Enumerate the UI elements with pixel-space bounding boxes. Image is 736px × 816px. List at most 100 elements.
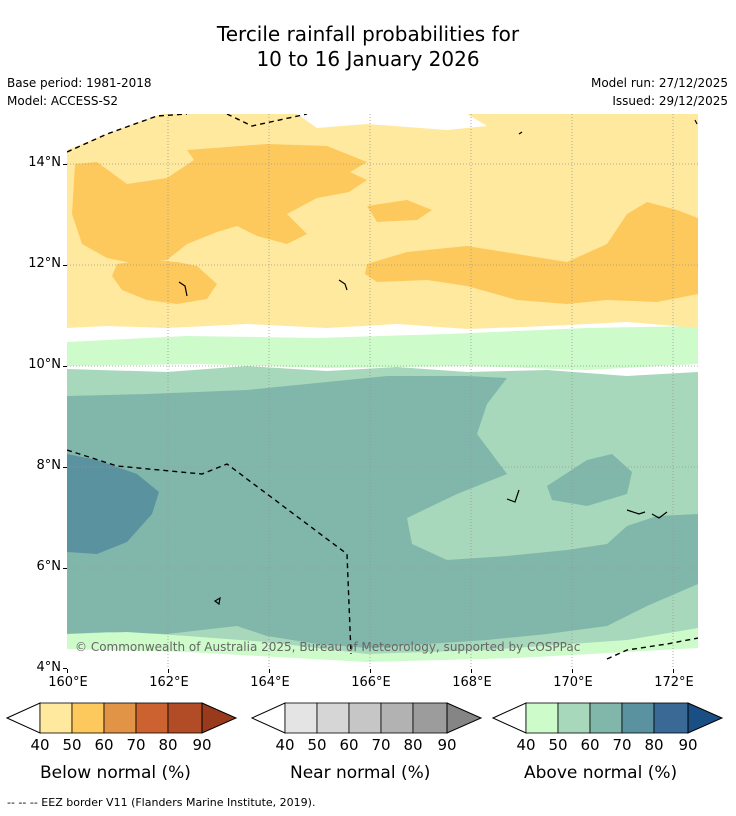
copyright-notice: © Commonwealth of Australia 2025, Bureau… [75, 640, 581, 654]
lon-label-170: 170°E [553, 675, 593, 690]
top-white [297, 114, 487, 130]
tick-label: 50 [62, 736, 82, 754]
tick-label: 60 [339, 736, 359, 754]
tick-label: 80 [403, 736, 423, 754]
tick-label: 90 [437, 736, 457, 754]
lat-label-12: 12°N [28, 256, 61, 271]
colorbar-above-high-arrow [687, 702, 724, 734]
above-normal-light-band [67, 326, 698, 370]
lon-label-166: 166°E [351, 675, 391, 690]
colorbar-above-swatch [557, 702, 591, 734]
colorbar-below [5, 702, 238, 734]
lat-tick [63, 467, 67, 468]
lat-tick [63, 668, 67, 669]
model-run: Model run: 27/12/2025 [590, 76, 728, 90]
below-normal-50-mid [112, 260, 217, 304]
island-6 [338, 279, 348, 291]
tick-label: 40 [30, 736, 50, 754]
lat-tick [63, 366, 67, 367]
colorbar-near-swatch [380, 702, 414, 734]
colorbar-near-swatch [348, 702, 382, 734]
tick-label: 70 [371, 736, 391, 754]
graticule [67, 114, 698, 669]
lon-tick [370, 669, 371, 673]
south-white [67, 648, 698, 669]
island-7 [518, 131, 523, 135]
eez-footnote: -- -- -- EEZ border V11 (Flanders Marine… [7, 796, 316, 809]
lat-label-6: 6°N [36, 559, 62, 574]
legend-near-normal: 40 50 60 70 80 90 Near normal (%) [250, 702, 483, 783]
lon-tick [269, 669, 270, 673]
colorbar-below-swatch [167, 702, 203, 734]
legend-below-normal: 40 50 60 70 80 90 Below normal (%) [5, 702, 238, 783]
above-normal-70 [67, 454, 159, 554]
island-3 [506, 489, 520, 503]
issued-date: Issued: 29/12/2025 [612, 94, 728, 108]
colorbar-below-low-arrow [5, 702, 41, 734]
lat-label-4: 4°N [36, 660, 62, 675]
lon-tick [572, 669, 573, 673]
lon-label-168: 168°E [452, 675, 492, 690]
tick-label: 40 [275, 736, 295, 754]
lat-tick [63, 164, 67, 165]
lat-label-8: 8°N [36, 458, 62, 473]
tick-label: 60 [580, 736, 600, 754]
eez-border-north [67, 114, 308, 153]
colorbar-below-swatch [103, 702, 137, 734]
base-period: Base period: 1981-2018 [7, 76, 152, 90]
tick-label: 80 [158, 736, 178, 754]
meta-right: Model run: 27/12/2025 Issued: 29/12/2025 [591, 74, 728, 110]
lat-label-14: 14°N [28, 155, 61, 170]
lon-tick [471, 669, 472, 673]
tick-label: 60 [94, 736, 114, 754]
colorbar-above-swatch [525, 702, 559, 734]
eez-border-south [606, 637, 698, 660]
island-8 [694, 119, 698, 125]
map-title: Tercile rainfall probabilities for 10 to… [0, 22, 736, 72]
lon-tick [168, 669, 169, 673]
probability-map: © Commonwealth of Australia 2025, Bureau… [67, 114, 698, 669]
tick-label: 50 [548, 736, 568, 754]
below-normal-50-north [187, 144, 367, 174]
island-1 [626, 509, 646, 515]
legend-caption-below: Below normal (%) [40, 763, 191, 783]
colorbar-below-swatch [71, 702, 105, 734]
lat-tick [63, 265, 67, 266]
meta-left: Base period: 1981-2018 Model: ACCESS-S2 [7, 74, 152, 110]
colorbar-below-swatch [39, 702, 73, 734]
colorbar-below-swatch [135, 702, 169, 734]
lon-label-162: 162°E [149, 675, 189, 690]
below-normal-50-west [72, 148, 367, 264]
legend-caption-near: Near normal (%) [290, 763, 431, 783]
colorbar-above-low-arrow [491, 702, 527, 734]
islands [178, 119, 698, 606]
tick-label: 50 [307, 736, 327, 754]
title-line-1: Tercile rainfall probabilities for [216, 22, 520, 46]
colorbar-near-low-arrow [250, 702, 286, 734]
top-left-white [67, 114, 162, 150]
colorbar-above-swatch [653, 702, 689, 734]
model-name: Model: ACCESS-S2 [7, 94, 119, 108]
island-4 [213, 596, 221, 606]
colorbar-below-high-arrow [201, 702, 238, 734]
colorbar-near-swatch [412, 702, 448, 734]
below-normal-50-east [365, 202, 698, 304]
colorbar-near-high-arrow [446, 702, 483, 734]
tick-label: 80 [644, 736, 664, 754]
map-fill [67, 114, 698, 669]
above-normal-60 [67, 376, 698, 648]
colorbar-above-swatch [621, 702, 655, 734]
tick-label: 70 [126, 736, 146, 754]
tick-label: 40 [516, 736, 536, 754]
lat-tick [63, 568, 67, 569]
legend-above-normal: 40 50 60 70 80 90 Above normal (%) [491, 702, 724, 783]
colorbar-near-swatch [316, 702, 350, 734]
lon-label-172: 172°E [654, 675, 694, 690]
lon-label-160: 160°E [48, 675, 88, 690]
below-normal-50-small [367, 200, 432, 222]
lon-tick [67, 669, 68, 673]
tick-label: 90 [192, 736, 212, 754]
lon-tick [673, 669, 674, 673]
lat-label-10: 10°N [28, 357, 61, 372]
tick-label: 70 [612, 736, 632, 754]
